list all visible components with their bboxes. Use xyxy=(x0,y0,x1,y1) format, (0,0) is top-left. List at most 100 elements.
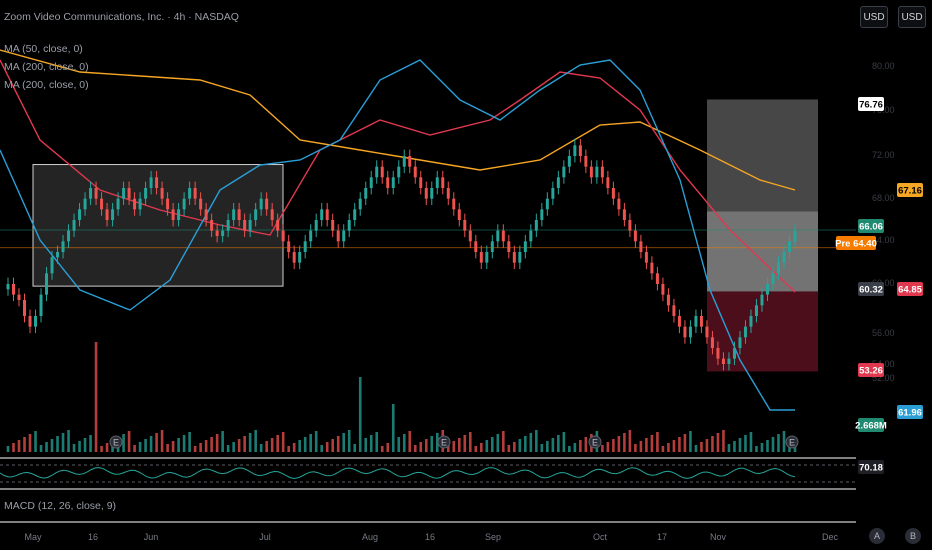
currency-button-2[interactable]: USD xyxy=(898,6,926,28)
volume-bar xyxy=(298,440,301,452)
volume-bar xyxy=(353,444,357,452)
candle-body xyxy=(177,209,181,220)
volume-bar xyxy=(738,438,742,452)
volume-bar xyxy=(12,443,15,452)
candle-body xyxy=(78,209,82,220)
volume-bar xyxy=(248,433,252,452)
candle-body xyxy=(644,252,648,263)
candle-body xyxy=(672,305,676,316)
candle-body xyxy=(661,284,665,295)
volume-bar xyxy=(105,443,109,452)
volume-bar xyxy=(645,438,648,452)
candle-body xyxy=(463,220,467,231)
volume-bar xyxy=(667,443,670,452)
candle-body xyxy=(507,241,511,252)
candle-body xyxy=(655,273,659,284)
currency-button-1[interactable]: USD xyxy=(860,6,888,28)
candle-body xyxy=(402,156,406,167)
price-flag xyxy=(897,183,923,197)
macd-label: MACD (12, 26, close, 9) xyxy=(4,500,117,512)
volume-bar xyxy=(83,438,87,452)
volume-bar xyxy=(221,431,224,452)
volume-bar xyxy=(496,434,500,452)
candle-body xyxy=(259,198,263,210)
candle-body xyxy=(127,188,131,199)
candle-body xyxy=(716,348,720,359)
candle-body xyxy=(694,316,698,327)
target-zone xyxy=(707,99,818,212)
volume-bar xyxy=(226,445,230,452)
candle-body xyxy=(639,241,643,252)
bottom-button-a[interactable]: A xyxy=(869,528,885,544)
price-flag xyxy=(858,418,884,432)
volume-bar xyxy=(193,446,197,452)
volume-bar xyxy=(579,440,582,452)
volume-bar xyxy=(700,442,703,452)
candle-body xyxy=(391,177,395,188)
candle-body xyxy=(413,166,417,178)
volume-bar xyxy=(138,442,142,452)
volume-bar xyxy=(788,445,791,452)
candle-body xyxy=(589,166,593,178)
volume-bar xyxy=(413,445,417,452)
bottom-button-b[interactable]: B xyxy=(905,528,921,544)
volume-bar xyxy=(100,446,103,452)
volume-bar xyxy=(468,432,472,452)
price-flag xyxy=(897,405,923,419)
volume-bar xyxy=(336,436,340,452)
candle-body xyxy=(232,209,236,220)
price-flag xyxy=(858,219,884,233)
candle-body xyxy=(435,177,439,188)
candle-body xyxy=(424,188,428,199)
volume-bar xyxy=(755,446,758,452)
earnings-marker-label: E xyxy=(592,438,598,448)
candle-body xyxy=(210,220,214,231)
candle-body xyxy=(677,316,681,327)
volume-bar xyxy=(325,442,329,452)
candle-body xyxy=(56,252,60,258)
range-boxes xyxy=(0,99,856,372)
volume-bar xyxy=(149,436,153,452)
volume-bar xyxy=(683,434,687,452)
volume-bar xyxy=(177,438,180,452)
candle-body xyxy=(358,198,362,210)
candle-body xyxy=(353,209,357,220)
candle-body xyxy=(578,145,582,156)
candle-body xyxy=(732,348,736,359)
earnings-marker xyxy=(109,435,123,449)
candle-body xyxy=(688,326,692,338)
price-flag xyxy=(897,282,923,296)
volume-bar xyxy=(689,431,692,452)
price-flag-label: 61.96 xyxy=(898,408,922,419)
volume-bar xyxy=(144,439,147,452)
volume-bar xyxy=(672,440,676,452)
volume-bar xyxy=(171,441,175,452)
volume-bar xyxy=(155,433,158,452)
volume-bar xyxy=(733,441,736,452)
volume-bar xyxy=(72,444,76,452)
volume-bar xyxy=(457,438,461,452)
x-tick-label: 16 xyxy=(88,532,98,542)
volume-bar xyxy=(397,437,401,452)
volume-bar xyxy=(127,431,131,452)
candle-body xyxy=(633,230,637,242)
candle-body xyxy=(617,198,621,210)
volume-bar xyxy=(45,442,48,452)
volume-bar xyxy=(67,430,70,452)
candle-body xyxy=(562,166,566,178)
price-flag-label: 64.85 xyxy=(898,285,922,296)
candle-body xyxy=(479,252,483,263)
volume-bar xyxy=(182,435,186,452)
x-tick-label: Jun xyxy=(144,532,159,542)
volume-bar xyxy=(584,437,588,452)
volume-bar xyxy=(331,439,335,452)
price-flag-label: 76.76 xyxy=(859,100,883,111)
volume-bar xyxy=(722,430,725,452)
volume-bar xyxy=(546,441,549,452)
candle-body xyxy=(600,166,604,178)
chart-title: Zoom Video Communications, Inc. · 4h · N… xyxy=(4,11,239,23)
volume-bar xyxy=(270,438,274,452)
candle-body xyxy=(364,188,368,199)
candle-body xyxy=(254,209,258,220)
